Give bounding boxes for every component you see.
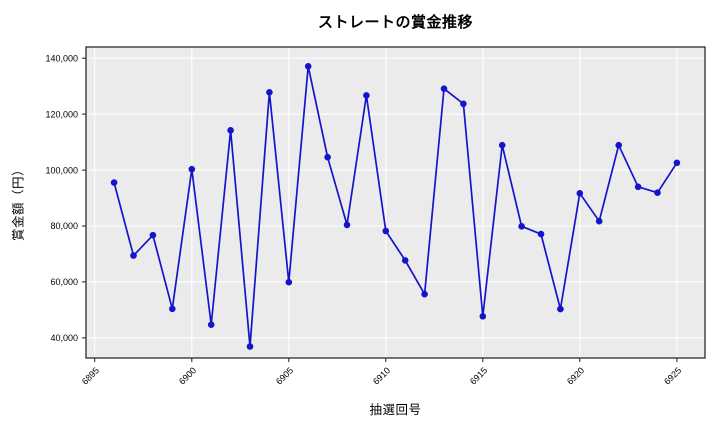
data-point bbox=[673, 159, 681, 167]
data-point bbox=[595, 217, 603, 225]
y-tick-label: 60,000 bbox=[50, 277, 78, 287]
data-point bbox=[460, 100, 467, 108]
data-point bbox=[188, 165, 196, 173]
data-point bbox=[518, 223, 525, 230]
data-point bbox=[110, 179, 118, 186]
y-tick-label: 140,000 bbox=[45, 53, 78, 63]
data-point bbox=[130, 252, 137, 259]
data-point bbox=[440, 85, 448, 92]
x-tick-label: 6920 bbox=[565, 365, 586, 386]
data-point bbox=[304, 63, 312, 70]
data-point bbox=[227, 127, 234, 134]
data-point bbox=[266, 89, 273, 96]
y-axis-label: 賞金額（円） bbox=[11, 162, 26, 242]
x-tick-label: 6895 bbox=[80, 365, 101, 386]
data-point bbox=[324, 153, 331, 161]
x-tick-label: 6910 bbox=[371, 365, 392, 386]
data-point bbox=[149, 231, 157, 239]
plot-border bbox=[85, 46, 706, 359]
plot-background bbox=[86, 47, 705, 358]
data-point bbox=[498, 141, 506, 149]
data-point bbox=[557, 305, 564, 313]
data-point bbox=[634, 183, 642, 191]
data-point bbox=[343, 221, 351, 229]
data-point bbox=[479, 313, 487, 320]
data-point bbox=[654, 189, 661, 196]
x-tick-label: 6905 bbox=[274, 365, 295, 386]
x-tick-label: 6925 bbox=[662, 365, 683, 386]
data-point bbox=[382, 227, 390, 235]
data-point bbox=[207, 321, 215, 329]
data-point bbox=[576, 190, 584, 197]
data-point bbox=[363, 92, 370, 99]
y-tick-label: 40,000 bbox=[50, 333, 78, 343]
y-tick-label: 100,000 bbox=[45, 165, 78, 175]
y-tick-label: 120,000 bbox=[45, 109, 78, 119]
data-point bbox=[285, 278, 293, 286]
data-point bbox=[421, 290, 428, 298]
data-point bbox=[615, 141, 622, 149]
x-tick-label: 6915 bbox=[468, 365, 489, 386]
data-line bbox=[113, 65, 678, 348]
chart-title: ストレートの賞金推移 bbox=[317, 14, 473, 31]
data-point bbox=[246, 343, 254, 350]
x-axis-label: 抽選回号 bbox=[369, 403, 422, 417]
data-point bbox=[401, 257, 409, 264]
data-point bbox=[537, 230, 545, 238]
data-point bbox=[169, 305, 176, 313]
x-tick-label: 6900 bbox=[177, 365, 198, 386]
y-tick-label: 80,000 bbox=[50, 221, 78, 231]
